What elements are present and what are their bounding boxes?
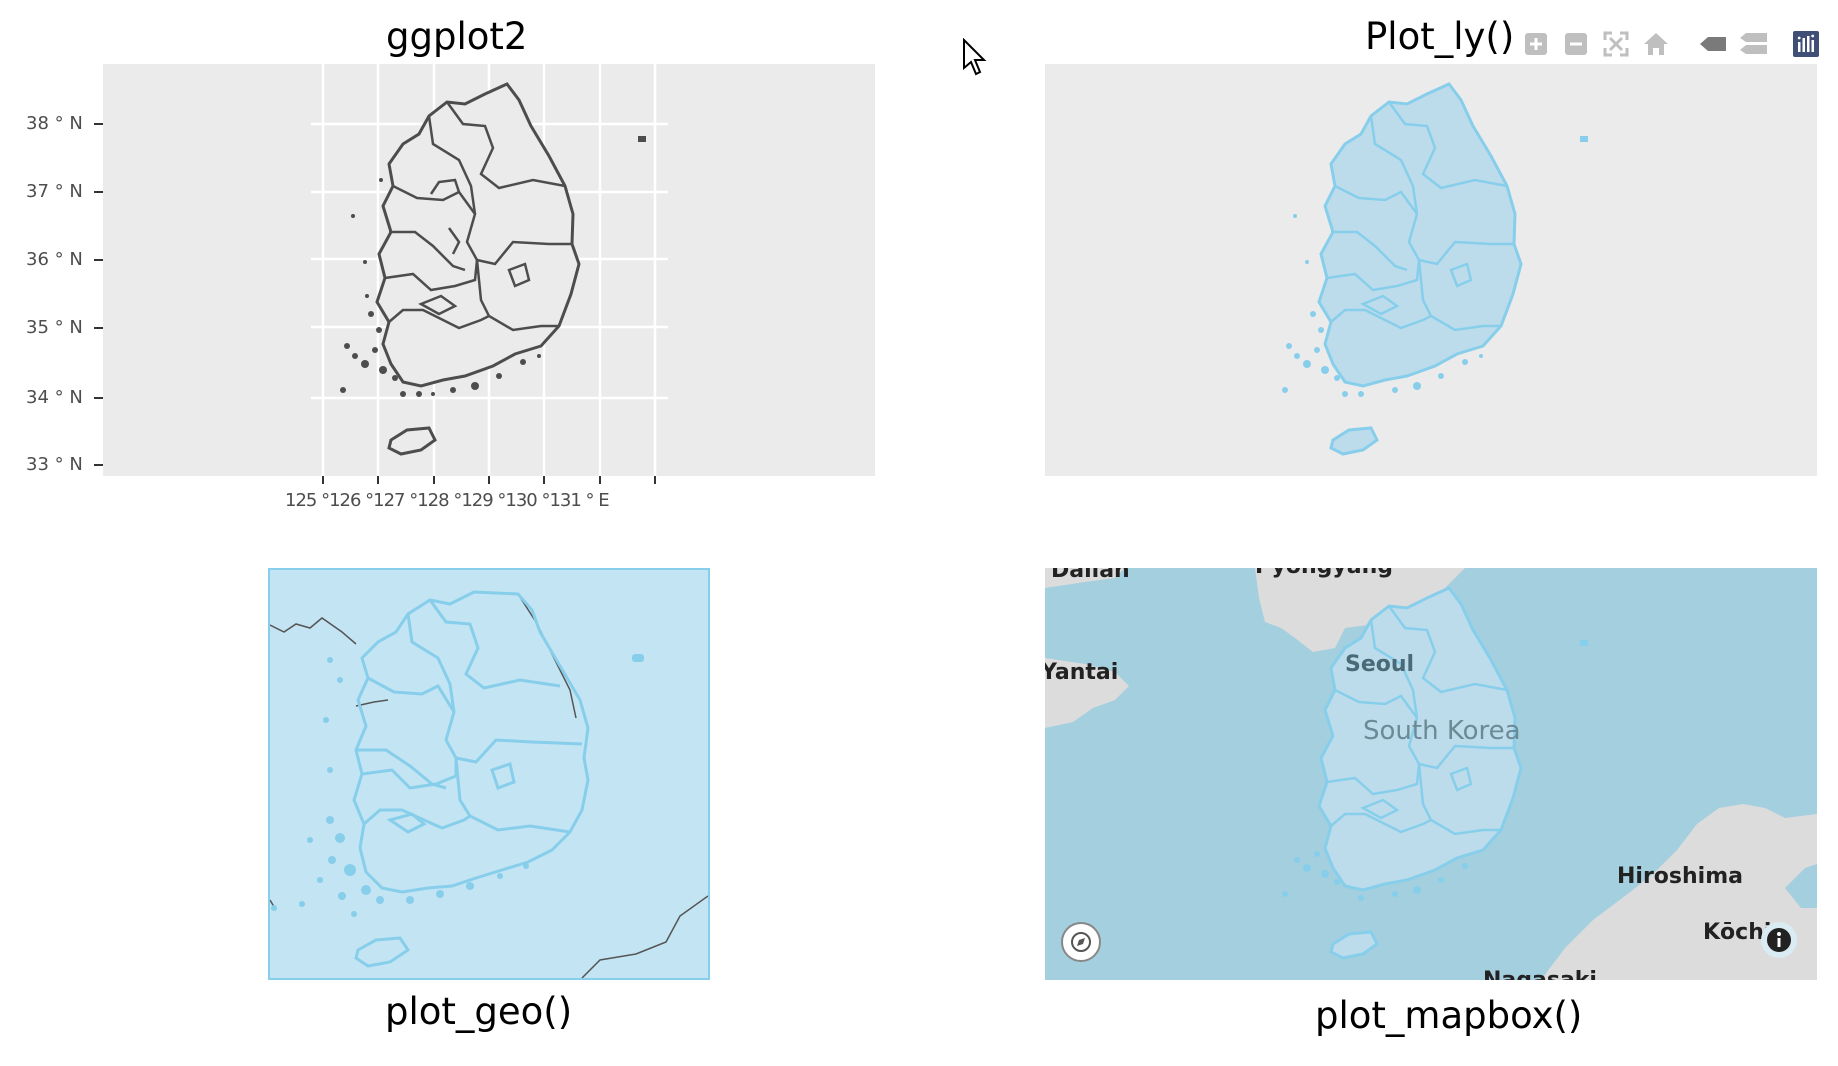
- y-tick-label: 35 ° N: [26, 317, 83, 338]
- korea-outline: [375, 82, 581, 456]
- y-tick-label: 33 ° N: [26, 454, 83, 475]
- reset-home-icon[interactable]: [1640, 28, 1672, 60]
- plot-geo-map: [270, 590, 708, 978]
- plotly-logo-icon[interactable]: [1790, 28, 1822, 60]
- map-label-kochi: Kōchi: [1703, 920, 1772, 945]
- caption-ggplot2: ggplot2: [386, 15, 528, 58]
- x-tick-labels: 125 °126 °127 °128 °129 °130 °131 ° E: [285, 490, 610, 511]
- plot-mapbox-map: [1045, 568, 1817, 980]
- info-icon[interactable]: [1761, 922, 1797, 958]
- hover-closest-icon[interactable]: [1697, 28, 1729, 60]
- ggplot2-panel: [103, 64, 875, 476]
- caption-plotly: Plot_ly(): [1365, 15, 1515, 58]
- map-label-seoul: Seoul: [1345, 652, 1415, 677]
- y-tick-label: 38 ° N: [26, 113, 83, 134]
- y-tick-label: 34 ° N: [26, 387, 83, 408]
- y-tick-label: 36 ° N: [26, 249, 83, 270]
- caption-plot-mapbox: plot_mapbox(): [1315, 994, 1583, 1037]
- y-tick-label: 37 ° N: [26, 181, 83, 202]
- plot-geo-panel[interactable]: [268, 568, 710, 980]
- plotly-map: [1282, 82, 1588, 456]
- plotly-panel[interactable]: [1045, 64, 1817, 476]
- zoom-in-icon[interactable]: [1520, 28, 1552, 60]
- ggplot2-map: [103, 64, 875, 476]
- mouse-cursor-icon: [963, 38, 987, 76]
- map-label-nagasaki: Nagasaki: [1483, 968, 1597, 980]
- mapbox-logo-icon[interactable]: [1061, 922, 1101, 962]
- hover-compare-icon[interactable]: [1737, 28, 1769, 60]
- plot-mapbox-panel[interactable]: Dalian Pyongyang Yantai Seoul South Kore…: [1045, 568, 1817, 980]
- map-label-dalian: Dalian: [1051, 568, 1130, 583]
- map-label-pyongyang: Pyongyang: [1255, 568, 1393, 579]
- map-label-south-korea: South Korea: [1363, 716, 1521, 746]
- caption-plot-geo: plot_geo(): [385, 990, 573, 1033]
- zoom-out-icon[interactable]: [1560, 28, 1592, 60]
- autoscale-icon[interactable]: [1600, 28, 1632, 60]
- map-label-yantai: Yantai: [1045, 660, 1119, 685]
- map-label-hiroshima: Hiroshima: [1617, 864, 1743, 889]
